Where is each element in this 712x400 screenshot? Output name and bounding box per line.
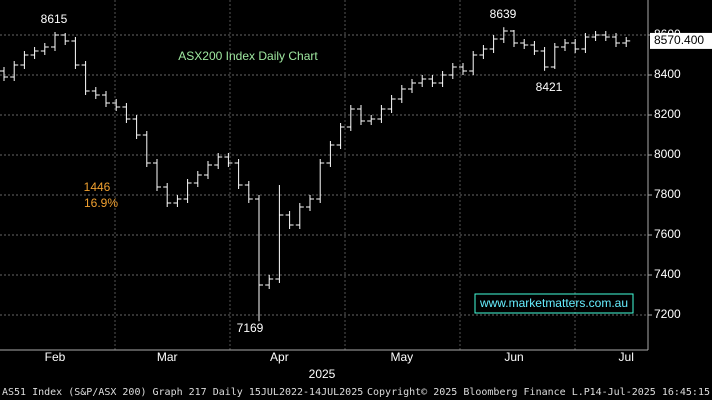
- x-tick-label: Jul: [619, 350, 634, 364]
- annotation: 8615: [41, 12, 68, 26]
- x-tick-label: May: [390, 350, 413, 364]
- y-tick-label: 7200: [654, 307, 681, 321]
- annotation: 16.9%: [84, 196, 118, 210]
- footer: AS51 Index (S&P/ASX 200) Graph 217 Daily…: [2, 387, 363, 398]
- last-price-label: 8570.400: [654, 33, 704, 47]
- y-tick-label: 7600: [654, 227, 681, 241]
- chart-title: ASX200 Index Daily Chart: [178, 49, 318, 63]
- x-tick-label: Jun: [504, 350, 523, 364]
- annotation: 7169: [237, 321, 264, 335]
- y-tick-label: 8200: [654, 107, 681, 121]
- year-label: 2025: [309, 367, 336, 381]
- y-tick-label: 7400: [654, 267, 681, 281]
- annotation: 8421: [536, 80, 563, 94]
- annotation: 1446: [84, 180, 111, 194]
- last-price-box: [650, 32, 712, 49]
- y-tick-label: 7800: [654, 187, 681, 201]
- y-tick-label: 8000: [654, 147, 681, 161]
- watermark: www.marketmatters.com.au: [479, 296, 628, 310]
- x-tick-label: Mar: [157, 350, 178, 364]
- footer: Copyright© 2025 Bloomberg Finance L.P.: [367, 387, 596, 398]
- annotation: 8639: [490, 7, 517, 21]
- x-tick-label: Apr: [270, 350, 289, 364]
- x-tick-label: Feb: [45, 350, 66, 364]
- y-tick-label: 8400: [654, 67, 681, 81]
- watermark-box: [474, 293, 634, 314]
- footer: 14-Jul-2025 16:45:15: [590, 387, 710, 398]
